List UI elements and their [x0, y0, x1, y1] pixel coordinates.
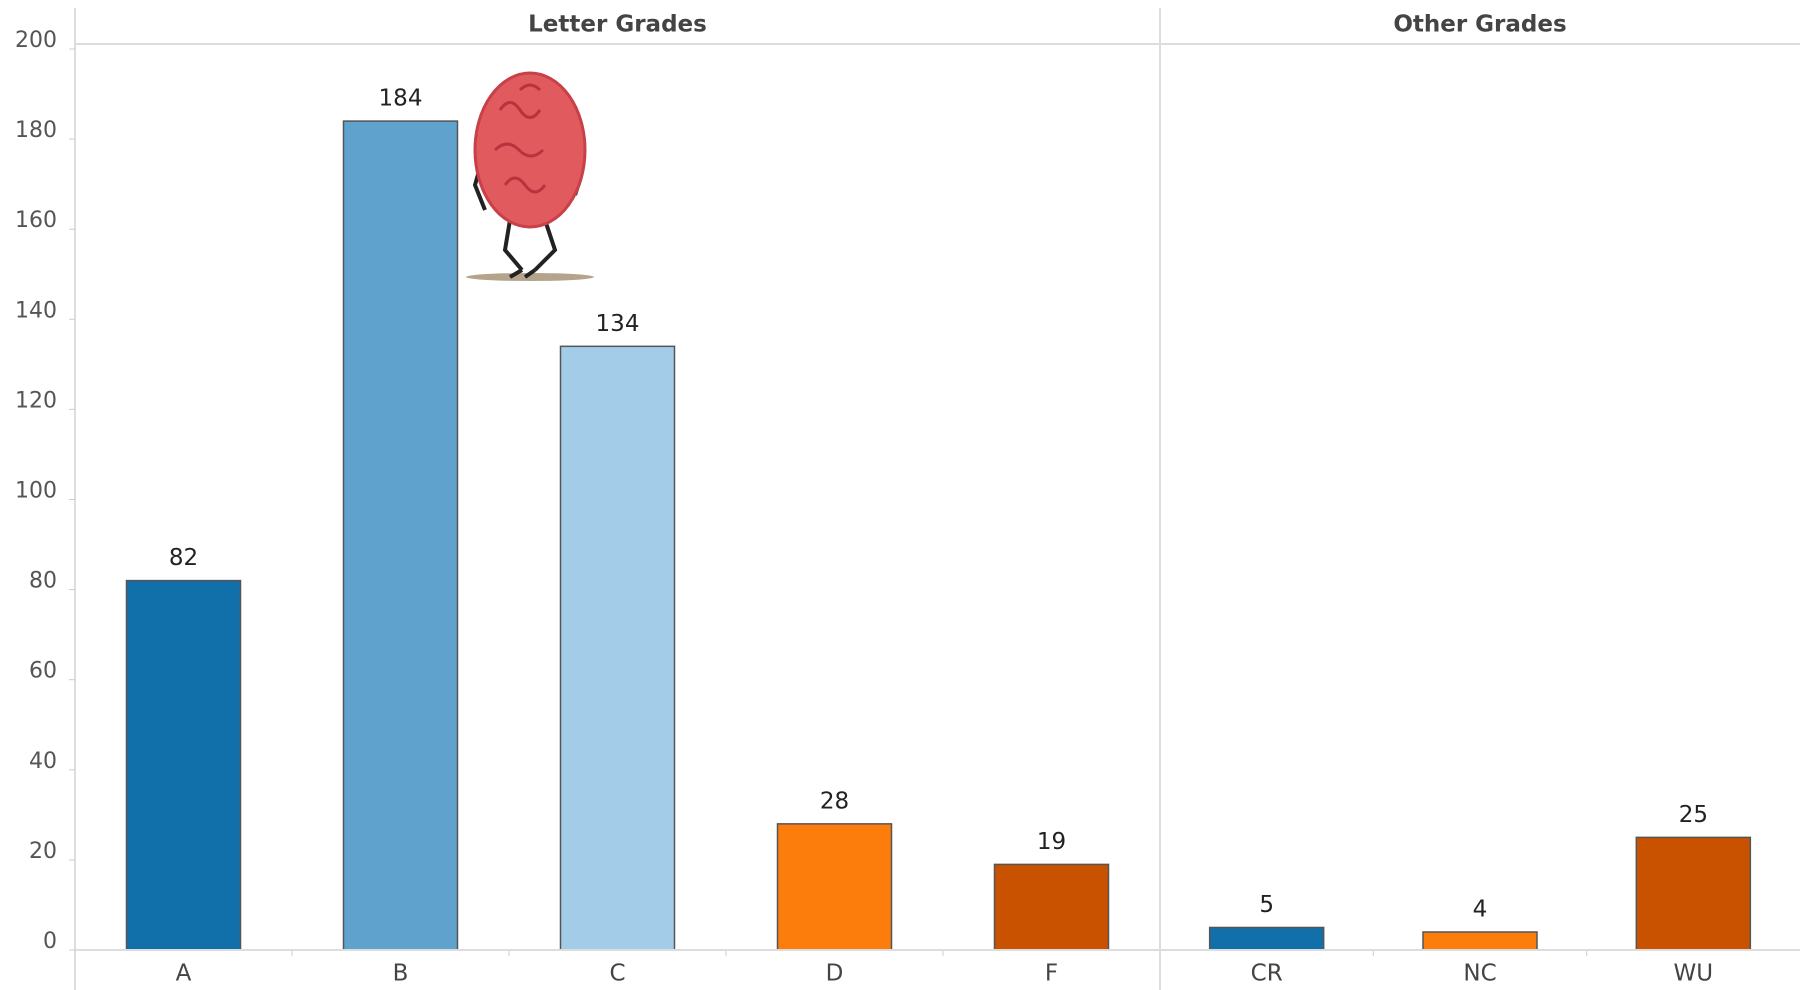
panel-title: Other Grades [1393, 12, 1566, 38]
bar [776, 823, 893, 951]
value-label: 5 [1259, 892, 1274, 918]
bar [342, 120, 459, 951]
x-tick-label: C [609, 961, 625, 987]
bar [993, 863, 1110, 951]
x-tick-label: F [1045, 961, 1058, 987]
x-tick-label: D [826, 961, 844, 987]
value-label: 28 [820, 788, 849, 814]
y-tick-label: 100 [15, 479, 57, 504]
value-label: 134 [596, 311, 640, 337]
value-label: 25 [1679, 802, 1708, 828]
y-tick-label: 60 [29, 659, 57, 684]
bar [1208, 926, 1325, 951]
bar [1635, 836, 1752, 951]
x-tick-label: B [393, 961, 409, 987]
brain-illustration [466, 71, 594, 281]
y-tick-label: 0 [43, 929, 57, 954]
y-tick-label: 20 [29, 839, 57, 864]
y-tick-label: 180 [15, 118, 57, 143]
value-label: 184 [379, 86, 423, 112]
bar [125, 579, 242, 951]
x-tick-label: A [176, 961, 192, 987]
y-tick-label: 160 [15, 208, 57, 233]
x-tick-label: NC [1463, 961, 1496, 987]
y-tick-label: 140 [15, 298, 57, 323]
y-tick-label: 200 [15, 28, 57, 53]
y-tick-label: 80 [29, 569, 57, 594]
value-label: 82 [169, 545, 198, 571]
bar [559, 345, 676, 951]
y-tick-label: 40 [29, 749, 57, 774]
value-label: 19 [1037, 829, 1066, 855]
panel-title: Letter Grades [528, 12, 707, 38]
x-tick-label: WU [1674, 961, 1714, 987]
value-label: 4 [1473, 896, 1488, 922]
y-tick-label: 120 [15, 388, 57, 413]
x-tick-label: CR [1251, 961, 1283, 987]
bar [1422, 931, 1538, 951]
